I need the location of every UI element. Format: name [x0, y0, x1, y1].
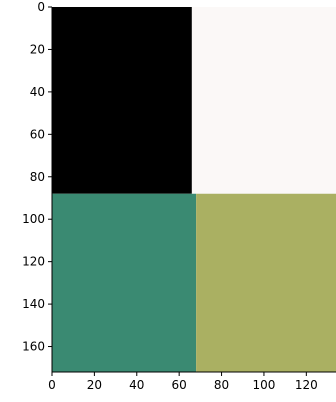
y-tick-label: 100	[22, 212, 45, 226]
y-tick-label: 20	[30, 42, 45, 56]
image-layer	[52, 7, 336, 372]
image-region-top-right	[191, 7, 336, 194]
y-tick-label: 40	[30, 85, 45, 99]
y-tick-label: 80	[30, 170, 45, 184]
x-tick-label: 80	[214, 378, 229, 392]
x-tick-label: 120	[295, 378, 318, 392]
y-tick-label: 0	[37, 0, 45, 14]
x-tick-label: 0	[48, 378, 56, 392]
image-region-bottom-left	[52, 193, 197, 372]
x-tick-label: 60	[172, 378, 187, 392]
x-tick-label: 20	[87, 378, 102, 392]
y-tick-label: 140	[22, 297, 45, 311]
axes-layer: 0 20 40 60 80 100 120 0 20 40 60 80 100 120 140 160	[22, 0, 336, 392]
x-tick-label: 100	[252, 378, 275, 392]
y-tick-label: 60	[30, 127, 45, 141]
image-region-top-left	[52, 7, 192, 194]
y-tick-label: 120	[22, 255, 45, 269]
image-region-bottom-right	[196, 193, 336, 372]
y-tick-label: 160	[22, 340, 45, 354]
x-tick-label: 40	[129, 378, 144, 392]
